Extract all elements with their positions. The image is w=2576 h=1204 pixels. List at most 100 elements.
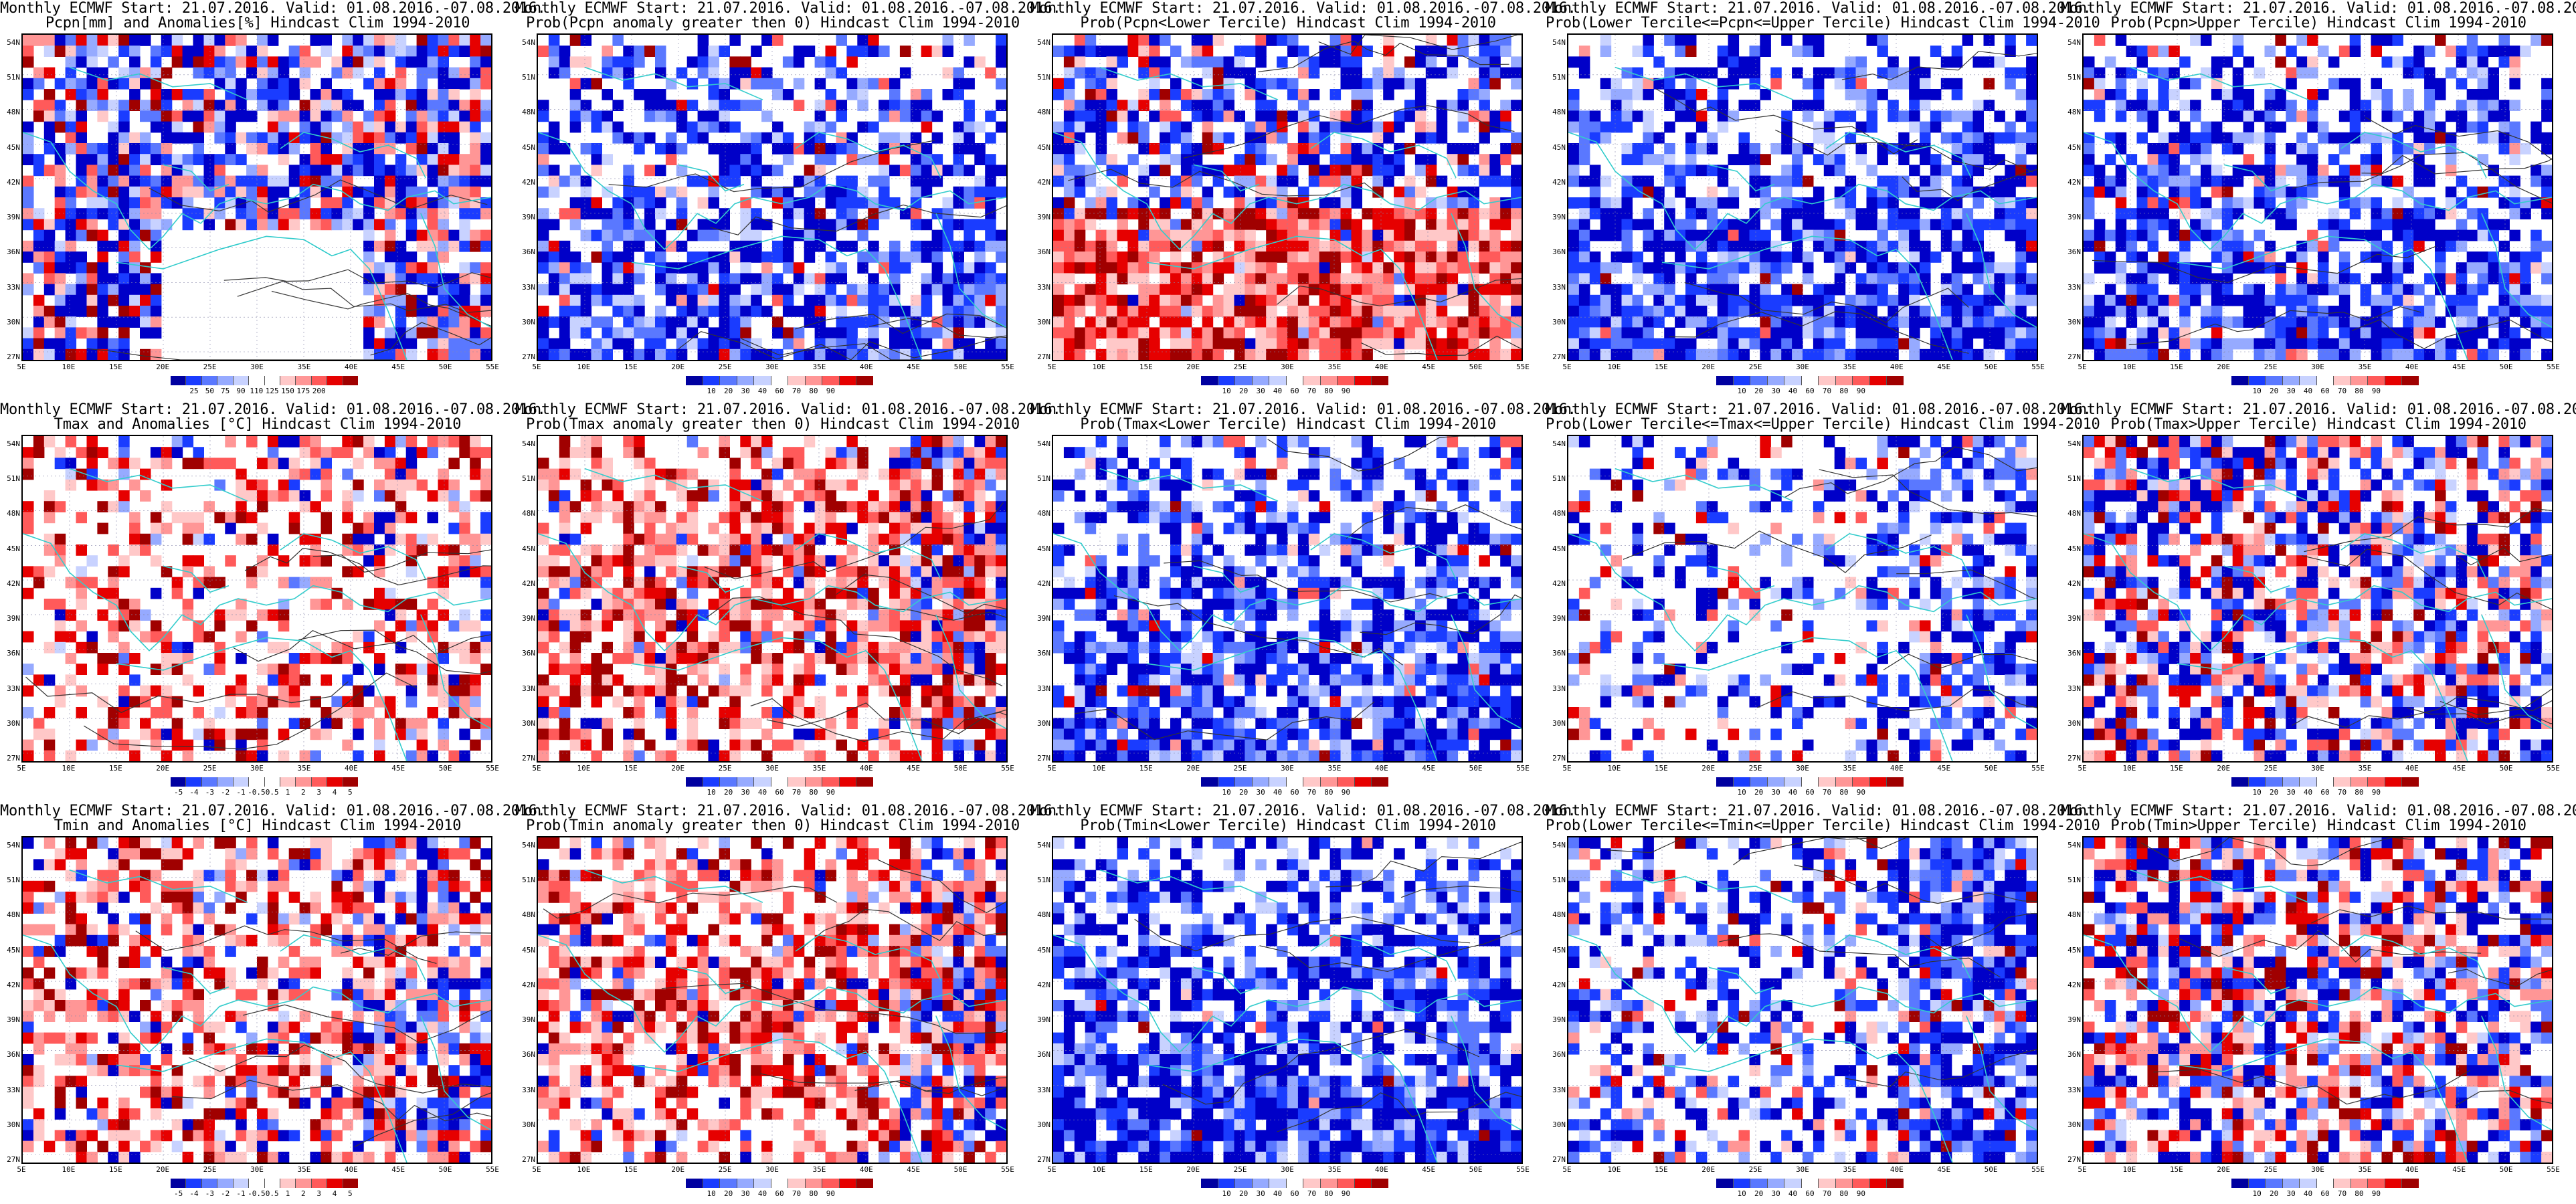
field-cell xyxy=(1223,262,1234,274)
field-cell xyxy=(1138,294,1149,306)
field-cell xyxy=(2520,45,2531,57)
field-cell xyxy=(43,284,56,296)
field-cell xyxy=(1972,143,1984,155)
field-cell xyxy=(921,45,933,57)
field-cell xyxy=(1983,273,1995,285)
field-cell xyxy=(2307,294,2318,306)
field-cell xyxy=(1511,348,1522,360)
field-cell xyxy=(2094,110,2106,122)
field-cell xyxy=(772,252,784,263)
field-cell xyxy=(23,348,34,360)
field-cell xyxy=(161,45,173,57)
field-cell xyxy=(1447,240,1459,252)
field-cell xyxy=(1611,229,1623,241)
field-cell xyxy=(1212,273,1224,285)
field-cell xyxy=(2318,316,2329,328)
field-cell xyxy=(2115,273,2127,285)
field-cell xyxy=(2466,100,2478,111)
field-cell xyxy=(857,262,868,274)
field-cell xyxy=(1234,45,1245,57)
field-cell xyxy=(405,110,418,122)
field-cell xyxy=(1972,273,1984,285)
field-cell xyxy=(1511,338,1522,350)
field-cell xyxy=(2221,100,2233,111)
field-cell xyxy=(405,197,418,209)
field-cell xyxy=(2371,294,2382,306)
longitude-label: 55E xyxy=(1516,363,1530,371)
field-cell xyxy=(1414,252,1427,263)
field-cell xyxy=(1404,175,1416,187)
field-cell xyxy=(879,316,890,328)
field-cell xyxy=(1589,229,1601,241)
field-cell xyxy=(580,175,592,187)
field-cell xyxy=(1329,165,1342,177)
field-cell xyxy=(129,252,141,263)
field-cell xyxy=(2424,294,2435,306)
field-cell xyxy=(1074,338,1086,350)
field-cell xyxy=(448,175,460,187)
field-cell xyxy=(2005,229,2016,241)
field-cell xyxy=(1803,252,1814,263)
field-cell xyxy=(257,165,268,177)
field-cell xyxy=(2371,143,2382,155)
field-cell xyxy=(1781,35,1792,46)
field-cell xyxy=(1138,316,1149,328)
field-cell xyxy=(246,45,258,57)
field-cell xyxy=(1202,132,1214,144)
field-cell xyxy=(33,252,45,263)
field-cell xyxy=(2413,229,2425,241)
field-cell xyxy=(729,273,741,285)
field-cell xyxy=(1245,175,1256,187)
field-cell xyxy=(43,262,56,274)
field-cell xyxy=(2221,294,2233,306)
field-cell xyxy=(1611,89,1623,100)
field-cell xyxy=(1394,219,1405,231)
field-cell xyxy=(480,348,491,360)
field-cell xyxy=(1643,208,1654,219)
field-cell xyxy=(342,436,353,447)
field-cell xyxy=(2477,132,2489,144)
field-cell xyxy=(129,479,141,491)
field-cell xyxy=(2169,67,2180,79)
field-cell xyxy=(761,186,773,198)
field-cell xyxy=(1834,154,1846,165)
field-cell xyxy=(868,45,879,57)
field-cell xyxy=(1770,197,1782,209)
field-cell xyxy=(1643,229,1654,241)
field-cell xyxy=(740,262,751,274)
field-cell xyxy=(1255,294,1267,306)
colorbar xyxy=(1201,376,1389,385)
field-cell xyxy=(2026,284,2037,296)
field-cell xyxy=(1568,252,1580,263)
field-cell xyxy=(2115,208,2127,219)
field-cell xyxy=(719,175,730,187)
field-cell xyxy=(2169,175,2180,187)
field-cell xyxy=(953,143,964,155)
field-cell xyxy=(2488,338,2499,350)
field-cell xyxy=(2026,348,2037,360)
field-cell xyxy=(1095,273,1107,285)
field-cell xyxy=(1643,143,1654,155)
field-cell xyxy=(2232,143,2244,155)
field-cell xyxy=(353,56,364,68)
field-cell xyxy=(761,284,773,296)
longitude-label: 20E xyxy=(2217,363,2231,371)
field-cell xyxy=(1803,306,1814,317)
field-cell xyxy=(405,447,418,458)
field-cell xyxy=(868,294,879,306)
longitude-label: 35E xyxy=(1327,363,1342,371)
field-cell xyxy=(33,100,45,111)
field-cell xyxy=(1994,110,2005,122)
field-cell xyxy=(2349,197,2361,209)
field-cell xyxy=(985,240,996,252)
field-cell xyxy=(2466,229,2478,241)
field-cell xyxy=(1568,175,1580,187)
latitude-label: 30N xyxy=(1037,317,1050,326)
field-cell xyxy=(1962,208,1974,219)
coastline xyxy=(584,66,763,100)
field-cell xyxy=(2201,348,2212,360)
field-cell xyxy=(2264,154,2276,165)
field-cell xyxy=(1781,121,1792,133)
field-cell xyxy=(416,45,428,57)
field-cell xyxy=(1394,294,1405,306)
